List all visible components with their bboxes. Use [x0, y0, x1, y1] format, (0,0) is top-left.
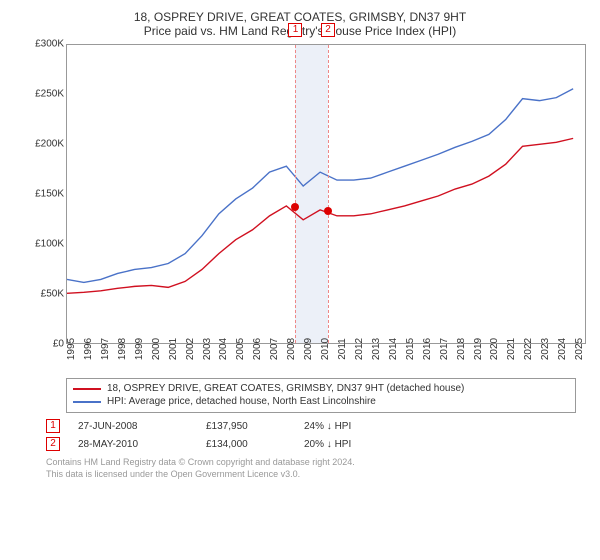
x-tick-label: 2003: [202, 338, 213, 360]
legend-label-hpi: HPI: Average price, detached house, Nort…: [107, 396, 376, 407]
legend-row-property: 18, OSPREY DRIVE, GREAT COATES, GRIMSBY,…: [73, 382, 569, 395]
x-tick-label: 2016: [422, 338, 433, 360]
sale-vline: [328, 45, 329, 343]
x-tick-label: 2020: [489, 338, 500, 360]
x-tick-label: 2017: [439, 338, 450, 360]
property-line: [67, 138, 573, 293]
sale-price: £137,950: [206, 421, 286, 432]
legend-label-property: 18, OSPREY DRIVE, GREAT COATES, GRIMSBY,…: [107, 383, 464, 394]
x-tick-label: 2014: [388, 338, 399, 360]
swatch-hpi: [73, 401, 101, 403]
sale-row: 2 28-MAY-2010 £134,000 20% ↓ HPI: [46, 437, 586, 451]
sale-marker: 2: [46, 437, 60, 451]
sales-table: 1 27-JUN-2008 £137,950 24% ↓ HPI 2 28-MA…: [46, 419, 586, 451]
x-tick-label: 2023: [540, 338, 551, 360]
x-tick-label: 2006: [252, 338, 263, 360]
chart-title: 18, OSPREY DRIVE, GREAT COATES, GRIMSBY,…: [14, 10, 586, 24]
x-tick-label: 2024: [557, 338, 568, 360]
x-tick-label: 2019: [473, 338, 484, 360]
sale-date: 27-JUN-2008: [78, 421, 188, 432]
x-tick-label: 2008: [286, 338, 297, 360]
x-tick-label: 2002: [185, 338, 196, 360]
y-tick-label: £200K: [35, 139, 64, 150]
sale-hpi: 20% ↓ HPI: [304, 439, 394, 450]
x-tick-label: 1996: [83, 338, 94, 360]
x-tick-label: 2018: [456, 338, 467, 360]
y-tick-label: £0: [53, 339, 64, 350]
x-tick-label: 2021: [506, 338, 517, 360]
x-tick-label: 1997: [100, 338, 111, 360]
y-tick-label: £50K: [41, 289, 64, 300]
footer: Contains HM Land Registry data © Crown c…: [46, 457, 586, 480]
y-tick-label: £100K: [35, 239, 64, 250]
x-tick-label: 1999: [134, 338, 145, 360]
plot: 12: [66, 44, 586, 344]
sale-hpi: 24% ↓ HPI: [304, 421, 394, 432]
x-tick-label: 2009: [303, 338, 314, 360]
x-tick-label: 2004: [218, 338, 229, 360]
x-tick-label: 2007: [269, 338, 280, 360]
sale-price: £134,000: [206, 439, 286, 450]
x-tick-label: 1998: [117, 338, 128, 360]
chart-area: 12 £0£50K£100K£150K£200K£250K£300K199519…: [24, 44, 586, 374]
x-tick-label: 2005: [235, 338, 246, 360]
x-tick-label: 2010: [320, 338, 331, 360]
y-tick-label: £150K: [35, 189, 64, 200]
legend-row-hpi: HPI: Average price, detached house, Nort…: [73, 395, 569, 408]
x-tick-label: 1995: [66, 338, 77, 360]
sale-marker-top: 1: [288, 23, 302, 37]
sale-vline: [295, 45, 296, 343]
x-tick-label: 2025: [574, 338, 585, 360]
sale-date: 28-MAY-2010: [78, 439, 188, 450]
x-tick-label: 2022: [523, 338, 534, 360]
legend: 18, OSPREY DRIVE, GREAT COATES, GRIMSBY,…: [66, 378, 576, 413]
x-tick-label: 2000: [151, 338, 162, 360]
sale-dot: [324, 207, 332, 215]
sale-marker: 1: [46, 419, 60, 433]
sale-marker-top: 2: [321, 23, 335, 37]
x-tick-label: 2011: [337, 338, 348, 360]
sale-dot: [291, 203, 299, 211]
footer-line: This data is licensed under the Open Gov…: [46, 469, 586, 481]
footer-line: Contains HM Land Registry data © Crown c…: [46, 457, 586, 469]
y-tick-label: £300K: [35, 39, 64, 50]
x-tick-label: 2015: [405, 338, 416, 360]
chart-svg: [67, 45, 585, 343]
sale-row: 1 27-JUN-2008 £137,950 24% ↓ HPI: [46, 419, 586, 433]
hpi-line: [67, 89, 573, 283]
x-tick-label: 2013: [371, 338, 382, 360]
x-tick-label: 2001: [168, 338, 179, 360]
y-tick-label: £250K: [35, 89, 64, 100]
swatch-property: [73, 388, 101, 390]
x-tick-label: 2012: [354, 338, 365, 360]
